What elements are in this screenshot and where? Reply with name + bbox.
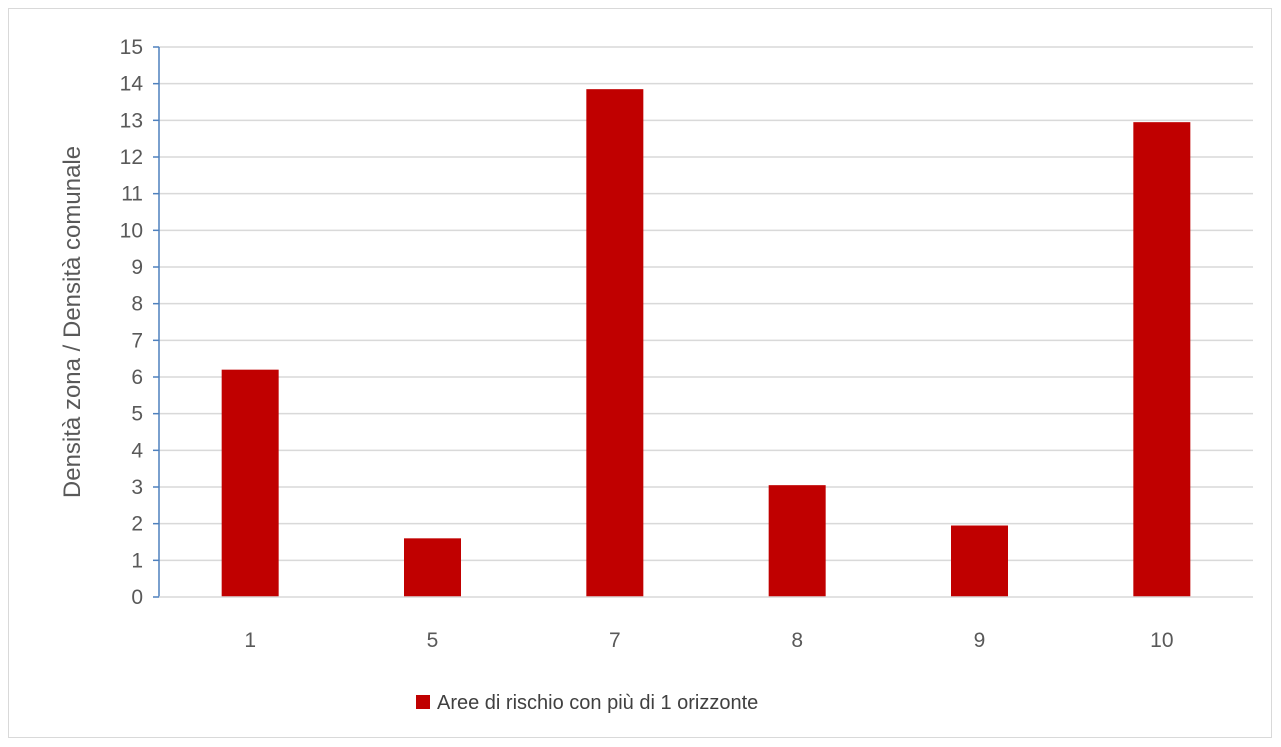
y-tick-label-5: 5 [131, 403, 143, 426]
x-tick-label-10: 10 [1150, 629, 1173, 652]
x-tick-label-7: 7 [609, 629, 621, 652]
y-tick-label-6: 6 [131, 366, 143, 389]
y-tick-label-7: 7 [131, 329, 143, 352]
y-tick-label-12: 12 [120, 146, 143, 169]
y-tick-label-1: 1 [131, 549, 143, 572]
y-tick-label-15: 15 [120, 36, 143, 59]
bar-5 [404, 538, 461, 597]
x-tick-label-5: 5 [427, 629, 439, 652]
x-tick-labels: 1 5 7 8 9 10 [244, 629, 1173, 652]
y-tick-label-0: 0 [131, 586, 143, 609]
y-tick-label-14: 14 [120, 73, 144, 96]
axes [153, 46, 1253, 598]
bar-8 [768, 485, 826, 597]
gridlines [159, 46, 1253, 562]
y-axis-title: Densità zona / Densità comunale [59, 146, 86, 498]
y-tick-label-11: 11 [121, 183, 143, 206]
bar-7 [586, 89, 644, 598]
y-tick-label-2: 2 [131, 513, 143, 536]
x-tick-label-8: 8 [791, 629, 803, 652]
bar-9 [951, 525, 1008, 597]
x-tick-label-1: 1 [244, 629, 256, 652]
y-tick-label-3: 3 [131, 476, 143, 499]
y-tick-label-13: 13 [120, 109, 143, 132]
y-tick-label-4: 4 [131, 439, 143, 462]
y-tick-label-8: 8 [131, 293, 143, 316]
bar-1 [221, 369, 279, 597]
bar-10 [1133, 122, 1191, 598]
legend: Aree di rischio con più di 1 orizzonte [416, 692, 758, 714]
y-tick-label-9: 9 [131, 256, 143, 279]
y-tick-label-10: 10 [120, 219, 143, 242]
legend-label: Aree di rischio con più di 1 orizzonte [437, 692, 758, 714]
x-tick-label-9: 9 [974, 629, 986, 652]
legend-swatch [416, 695, 430, 709]
bars [221, 89, 1191, 598]
